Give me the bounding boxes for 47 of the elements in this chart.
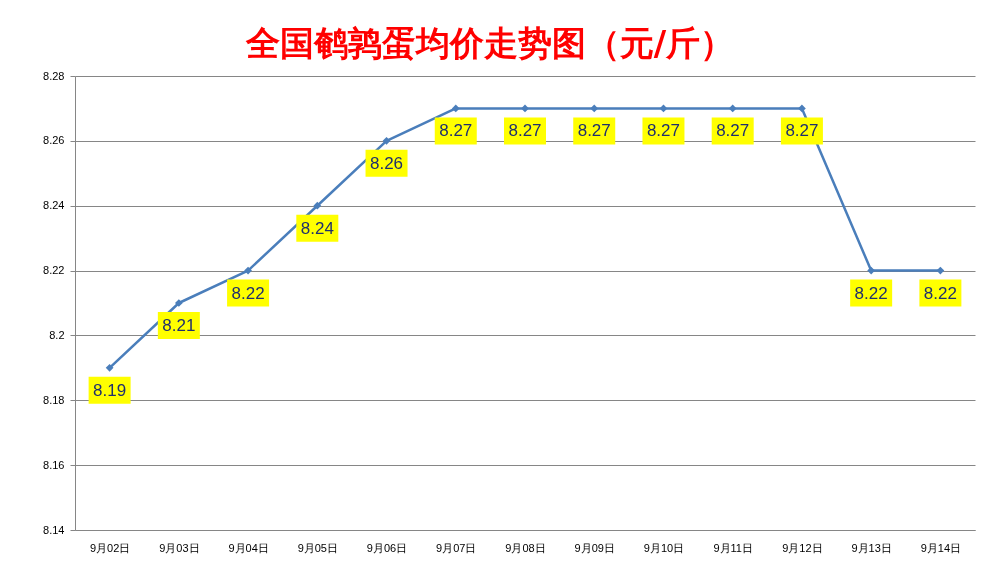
point <box>936 266 945 275</box>
data-label: 8.27 <box>646 121 681 141</box>
data-label: 8.22 <box>923 283 957 303</box>
x-tick-label: 9月07日 <box>436 541 477 554</box>
point <box>521 104 529 113</box>
y-tick-label: 8.26 <box>43 134 65 147</box>
x-tick-label: 9月10日 <box>643 541 685 554</box>
x-tick-label: 9月14日 <box>920 541 962 554</box>
data-label: 8.27 <box>508 121 542 141</box>
y-tick-label: 8.14 <box>43 523 65 536</box>
x-tick-label: 9月11日 <box>713 541 753 554</box>
data-label: 8.19 <box>93 380 127 400</box>
x-tick-label: 9月09日 <box>574 541 615 554</box>
x-tick-label: 9月06日 <box>366 541 408 554</box>
data-label: 8.27 <box>785 121 819 141</box>
point <box>382 136 391 145</box>
data-label: 8.27 <box>577 121 611 141</box>
y-tick-label: 8.28 <box>43 69 65 82</box>
data-label: 8.21 <box>162 316 196 335</box>
x-tick-label: 9月04日 <box>228 541 269 554</box>
data-label: 8.22 <box>231 283 265 303</box>
point <box>728 104 737 113</box>
data-label: 8.22 <box>854 283 888 303</box>
point <box>313 201 322 210</box>
point <box>244 266 252 275</box>
point <box>590 104 599 113</box>
y-tick-label: 8.22 <box>43 264 65 277</box>
x-tick-label: 9月02日 <box>89 541 131 554</box>
point <box>451 104 460 113</box>
data-label: 8.27 <box>439 121 473 141</box>
y-tick-label: 8.16 <box>43 458 65 471</box>
x-tick-label: 9月03日 <box>159 541 200 554</box>
point <box>798 104 806 113</box>
point <box>174 299 183 307</box>
chart-title: 全国鹌鹑蛋均价走势图（元/斤） <box>244 23 735 63</box>
data-label: 8.24 <box>300 218 334 238</box>
point <box>867 266 876 275</box>
data-label: 8.26 <box>369 153 404 173</box>
y-tick-label: 8.24 <box>43 199 65 212</box>
point <box>105 363 114 372</box>
y-tick-label: 8.2 <box>49 328 65 341</box>
x-tick-label: 9月13日 <box>851 541 892 554</box>
x-tick-label: 9月08日 <box>505 541 546 554</box>
data-label: 8.27 <box>716 121 750 141</box>
x-tick-label: 9月05日 <box>297 541 338 554</box>
y-tick-label: 8.18 <box>43 393 65 406</box>
x-tick-label: 9月12日 <box>782 541 823 554</box>
